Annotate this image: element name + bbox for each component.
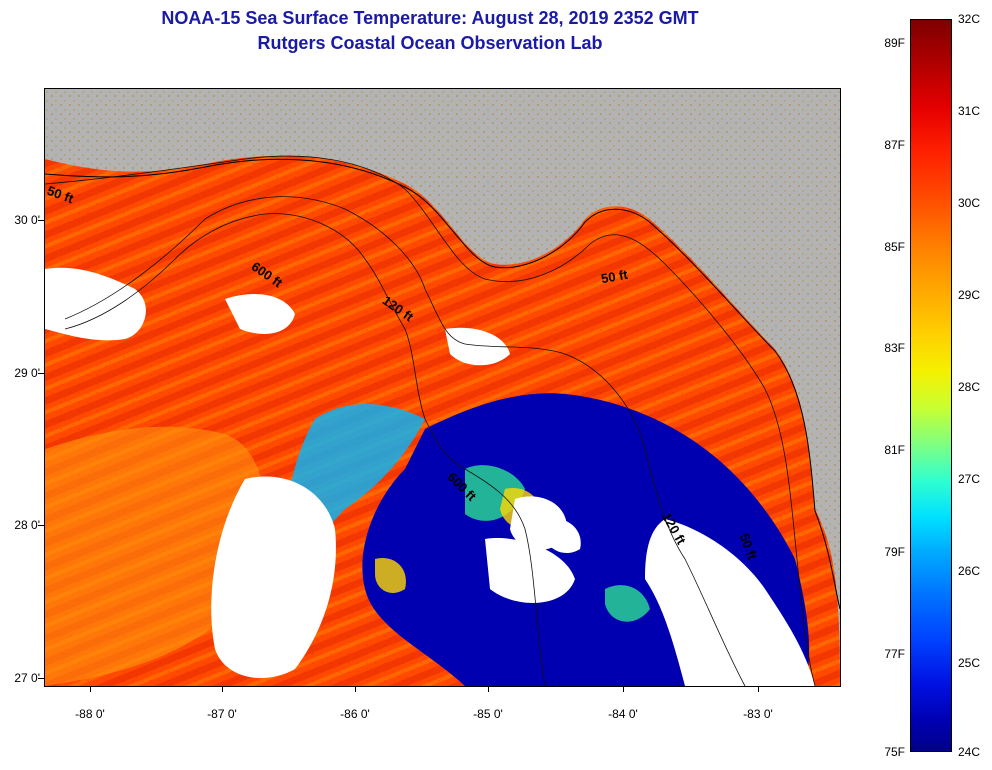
cbar-label-89f: 89F — [884, 36, 905, 50]
cbar-label-30c: 30C — [958, 196, 981, 210]
tick-y-28 — [38, 525, 44, 526]
lon-label-87: -87 0' — [207, 707, 237, 721]
tick-x-87 — [222, 686, 223, 692]
tick-x-86 — [355, 686, 356, 692]
cloud-cover-lower — [485, 518, 581, 603]
cbar-label-29c: 29C — [958, 288, 981, 302]
lon-label-84: -84 0' — [608, 707, 638, 721]
temperature-colorbar — [910, 19, 952, 752]
cbar-label-77f: 77F — [884, 647, 905, 661]
tick-x-88 — [90, 686, 91, 692]
lon-label-83: -83 0' — [743, 707, 773, 721]
cloud-cover-south — [211, 476, 336, 679]
lon-label-88: -88 0' — [75, 707, 105, 721]
lat-label-29: 29 0' — [14, 366, 40, 380]
cyan-transition — [284, 404, 425, 589]
chart-title: NOAA-15 Sea Surface Temperature: August … — [161, 8, 699, 28]
coastline — [45, 158, 840, 610]
cloud-cover-west — [45, 267, 146, 341]
cbar-label-87f: 87F — [884, 138, 905, 152]
cbar-label-32c: 32C — [958, 12, 981, 26]
cbar-label-81f: 81F — [884, 443, 905, 457]
tick-x-84 — [623, 686, 624, 692]
cloud-cover-central — [225, 294, 295, 334]
tick-x-83 — [758, 686, 759, 692]
tick-y-29 — [38, 373, 44, 374]
cbar-label-83f: 83F — [884, 341, 905, 355]
tick-x-85 — [488, 686, 489, 692]
lat-label-27: 27 0' — [14, 671, 40, 685]
tick-y-27 — [38, 678, 44, 679]
cbar-label-28c: 28C — [958, 380, 981, 394]
lat-label-30: 30 0' — [14, 213, 40, 227]
cbar-label-31c: 31C — [958, 104, 981, 118]
cbar-label-79f: 79F — [884, 545, 905, 559]
cbar-label-26c: 26C — [958, 564, 981, 578]
cbar-label-27c: 27C — [958, 472, 981, 486]
lat-label-28: 28 0' — [14, 518, 40, 532]
depth-contour-50ft — [45, 155, 816, 686]
tick-y-30 — [38, 220, 44, 221]
cbar-label-24c: 24C — [958, 745, 981, 759]
cbar-label-85f: 85F — [884, 240, 905, 254]
sst-map[interactable]: 50 ft 600 ft 120 ft 50 ft 600 ft 120 ft … — [44, 88, 841, 687]
lon-label-85: -85 0' — [473, 707, 503, 721]
cloud-cover-southeast — [645, 519, 815, 686]
orange-region — [45, 426, 265, 686]
cbar-label-25c: 25C — [958, 656, 981, 670]
depth-contour-120ft — [64, 196, 746, 686]
cbar-label-75f: 75F — [884, 745, 905, 759]
depth-contour-600ft — [64, 213, 546, 686]
lon-label-86: -86 0' — [340, 707, 370, 721]
chart-subtitle: Rutgers Coastal Ocean Observation Lab — [257, 33, 603, 53]
sst-map-image — [45, 89, 840, 686]
